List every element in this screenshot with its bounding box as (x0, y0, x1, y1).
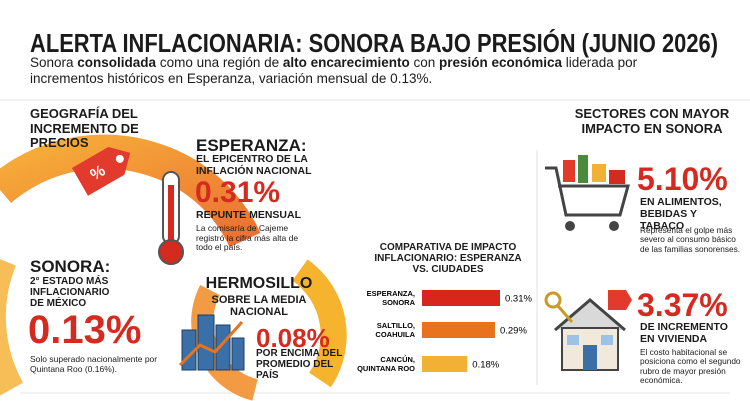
hermosillo-title: HERMOSILLO (205, 275, 313, 292)
chart-title: COMPARATIVA DE IMPACTO INFLACIONARIO: ES… (374, 242, 522, 276)
ring (0, 259, 24, 396)
sonora-note: Solo superado nacionalmente por Quintana… (30, 354, 158, 374)
bar-chart: 0.31% ESPERANZA, SONORA 0.29% SALTILLO, COAHU… (357, 289, 532, 373)
sonora-subtitle: 2° ESTADO MÁS INFLACIONARIO DE MÉXICO (30, 276, 110, 310)
housing-label: DE INCREMENTO EN VIVIENDA (640, 321, 728, 345)
hermosillo-subtitle: SOBRE LA MEDIA NACIONAL (211, 294, 307, 319)
cart-icon (545, 155, 630, 231)
esperanza-note: La comisaría de Cajeme registró la cifra… (196, 223, 299, 253)
bar-value-label: 0.18% (472, 360, 499, 371)
hermosillo-label: POR ENCIMA DEL PROMEDIO DEL PAÍS (256, 348, 343, 382)
housing-note: El costo habitacional se posiciona como … (640, 347, 741, 385)
esperanza-value: 0.31% (195, 176, 281, 209)
esperanza-label: REPUNTE MENSUAL (196, 209, 302, 221)
housing-value: 3.37% (637, 287, 728, 323)
esperanza-title: ESPERANZA: (196, 136, 307, 155)
hermosillo-value: 0.08% (256, 323, 330, 353)
bar-value-label: 0.31% (505, 294, 532, 305)
section-heading: GEOGRAFÍA DEL INCREMENTO DE PRECIOS (30, 106, 139, 151)
thermometer-icon (158, 171, 184, 265)
subtitle-text: presión económica (438, 55, 563, 70)
bar-category-label: ESPERANZA, SONORA (367, 289, 416, 307)
esperanza-subtitle: EL EPICENTRO DE LA INFLACIÓN NACIONAL (196, 153, 312, 177)
food-note: Representa el golpe más severo al consum… (640, 225, 741, 254)
subtitle-text: consolidada (77, 55, 157, 70)
tag-icon: % (72, 147, 131, 196)
ring (292, 259, 347, 388)
subtitle-text: alto encarecimiento (282, 55, 410, 70)
subtitle-text: como una región de (156, 55, 283, 70)
subtitle-text: Sonora (30, 55, 78, 70)
bar-category-label: CANCÚN, QUINTANA ROO (357, 355, 415, 373)
bar-value-label: 0.29% (500, 326, 527, 337)
sonora-value: 0.13% (28, 308, 142, 352)
bar (422, 290, 500, 306)
house-icon (544, 290, 632, 371)
page-title: ALERTA INFLACIONARIA: SONORA BAJO PRESIÓ… (30, 28, 718, 58)
subtitle-text: con (409, 55, 439, 70)
bar (422, 322, 495, 338)
section-heading: SECTORES CON MAYOR IMPACTO EN SONORA (574, 106, 730, 136)
city-icon (178, 314, 245, 371)
subtitle: Sonora consolidada como una región de al… (30, 55, 670, 87)
ring (0, 134, 261, 248)
bar-category-label: SALTILLO, COAHUILA (375, 321, 415, 339)
sonora-title: SONORA: (30, 257, 111, 276)
bar (422, 356, 468, 372)
food-label: EN ALIMENTOS, BEBIDAS Y TABACO (640, 196, 722, 232)
subtitle-text: liderada por incrementos históricos en E… (30, 55, 638, 87)
food-value: 5.10% (637, 161, 728, 197)
